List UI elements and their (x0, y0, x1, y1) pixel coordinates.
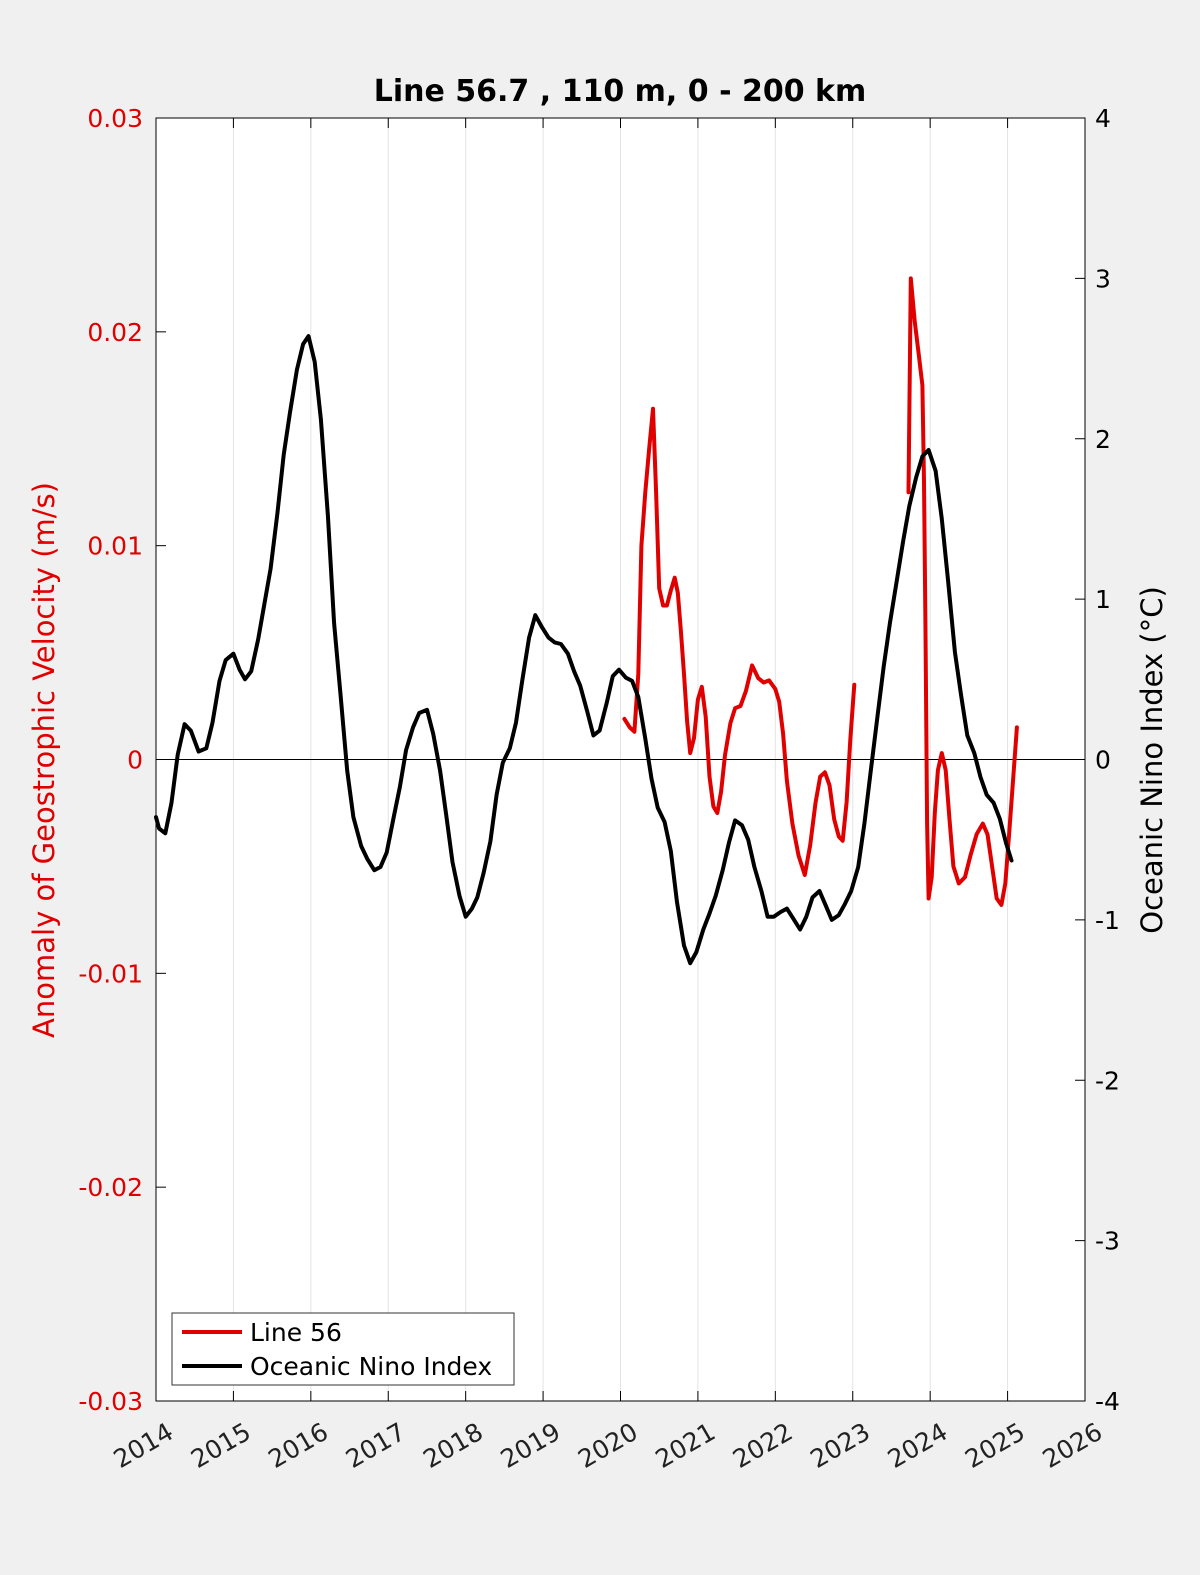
y-left-tick-label: 0.01 (87, 532, 143, 561)
y-right-tick-label: -3 (1095, 1227, 1120, 1256)
series-line56-segment-0 (622, 406, 857, 877)
y-axis-right-label: Oceanic Nino Index (°C) (1135, 586, 1169, 934)
y-right-tick-label: 0 (1095, 746, 1111, 775)
x-tick-label: 2014 (109, 1417, 179, 1474)
x-tick-label: 2016 (263, 1417, 333, 1474)
legend-box (171, 1312, 515, 1386)
y-left-tick-label: 0.02 (87, 318, 143, 347)
y-left-tick-label: 0.03 (87, 104, 143, 133)
x-tick-label: 2015 (186, 1417, 256, 1474)
x-tick-label: 2017 (341, 1417, 411, 1474)
series-oni-segment-0 (154, 334, 1014, 966)
y-right-tick-label: 4 (1095, 104, 1111, 133)
y-left-tick-label: -0.01 (78, 959, 143, 988)
x-tick-label: 2018 (418, 1417, 488, 1474)
x-tick-label: 2019 (496, 1417, 566, 1474)
x-tick-label: 2022 (728, 1417, 798, 1474)
y-right-tick-label: 2 (1095, 425, 1111, 454)
y-left-tick-label: -0.03 (78, 1387, 143, 1416)
y-left-tick-label: 0 (127, 746, 143, 775)
series-line56-segment-1 (906, 276, 1019, 907)
x-tick-label: 2021 (651, 1417, 721, 1474)
legend: Line 56 Oceanic Nino Index (171, 1312, 515, 1386)
x-tick-label: 2020 (573, 1417, 643, 1474)
y-right-tick-label: 3 (1095, 264, 1111, 293)
x-tick-label: 2024 (883, 1417, 953, 1474)
chart-title: Line 56.7 , 110 m, 0 - 200 km (374, 74, 867, 109)
y-right-tick-label: -4 (1095, 1387, 1120, 1416)
x-tick-label: 2025 (960, 1417, 1030, 1474)
y-left-tick-label: -0.02 (78, 1173, 143, 1202)
ticks (155, 117, 1086, 1402)
y-right-tick-label: 1 (1095, 585, 1111, 614)
x-tick-label: 2023 (805, 1417, 875, 1474)
legend-label-oni: Oceanic Nino Index (250, 1352, 492, 1381)
x-tick-label: 2026 (1038, 1417, 1108, 1474)
y-axis-left-label: Anomaly of Geostrophic Velocity (m/s) (27, 482, 61, 1038)
y-right-tick-label: -2 (1095, 1066, 1120, 1095)
y-right-tick-label: -1 (1095, 906, 1120, 935)
legend-label-line56: Line 56 (250, 1318, 342, 1347)
series-layer (154, 276, 1019, 966)
